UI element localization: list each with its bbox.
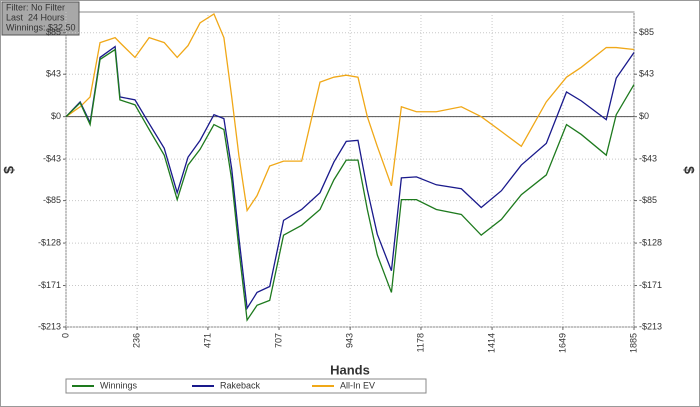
y2-tick-label: $85 [639,27,654,37]
y2-tick-label: $0 [639,111,649,121]
x-tick-label: 471 [202,333,212,348]
y-tick-label: $0 [51,111,61,121]
y2-tick-label: $43 [639,69,654,79]
y-tick-label: -$171 [38,280,61,290]
y-tick-label: -$128 [38,237,61,247]
x-tick-label: 943 [345,333,355,348]
x-tick-label: 236 [131,333,141,348]
y2-tick-label: -$128 [639,237,662,247]
info-text: Winnings: $32.50 [6,22,76,32]
y2-tick-label: -$213 [639,321,662,331]
info-text: Last 24 Hours [6,12,65,22]
y2-tick-label: -$85 [639,195,657,205]
x-axis-label: Hands [330,362,370,377]
y-axis-label: $ [1,166,17,174]
y-tick-label: -$85 [43,195,61,205]
legend [65,378,427,394]
plot-area [65,11,635,328]
y2-tick-label: -$171 [639,280,662,290]
series-line [65,45,635,311]
x-tick-label: 707 [273,333,283,348]
y2-tick-label: -$43 [639,154,657,164]
legend-label: All-In EV [340,380,375,390]
info-text: Filter: No Filter [6,2,65,12]
series-line [65,48,635,322]
y-tick-label: $43 [46,69,61,79]
y-tick-label: -$213 [38,321,61,331]
x-tick-label: 1885 [628,333,638,353]
x-tick-label: 1178 [415,333,425,352]
y-tick-label: -$43 [43,154,61,164]
y2-axis-label: $ [681,166,697,174]
legend-label: Rakeback [220,380,261,390]
series-line [65,13,635,213]
x-tick-label: 1649 [557,333,567,353]
x-tick-label: 0 [60,333,70,338]
x-tick-label: 1414 [486,333,496,353]
legend-label: Winnings [100,380,138,390]
y-tick-label: $85 [46,27,61,37]
